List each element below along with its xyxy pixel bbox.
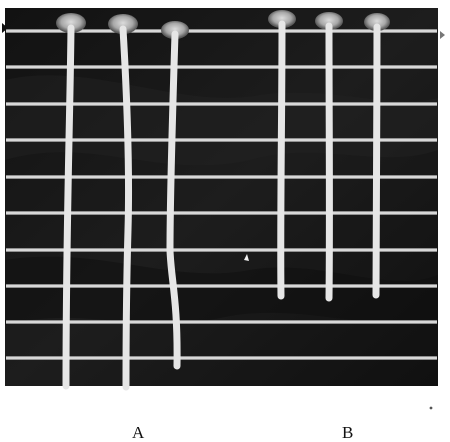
growth-line-b1 [281,24,282,296]
group-label-b: B [342,424,353,441]
group-label-a: A [132,424,144,441]
growth-line-b3 [376,27,377,295]
marker-right [440,31,445,39]
speck-lower-right [430,407,433,410]
